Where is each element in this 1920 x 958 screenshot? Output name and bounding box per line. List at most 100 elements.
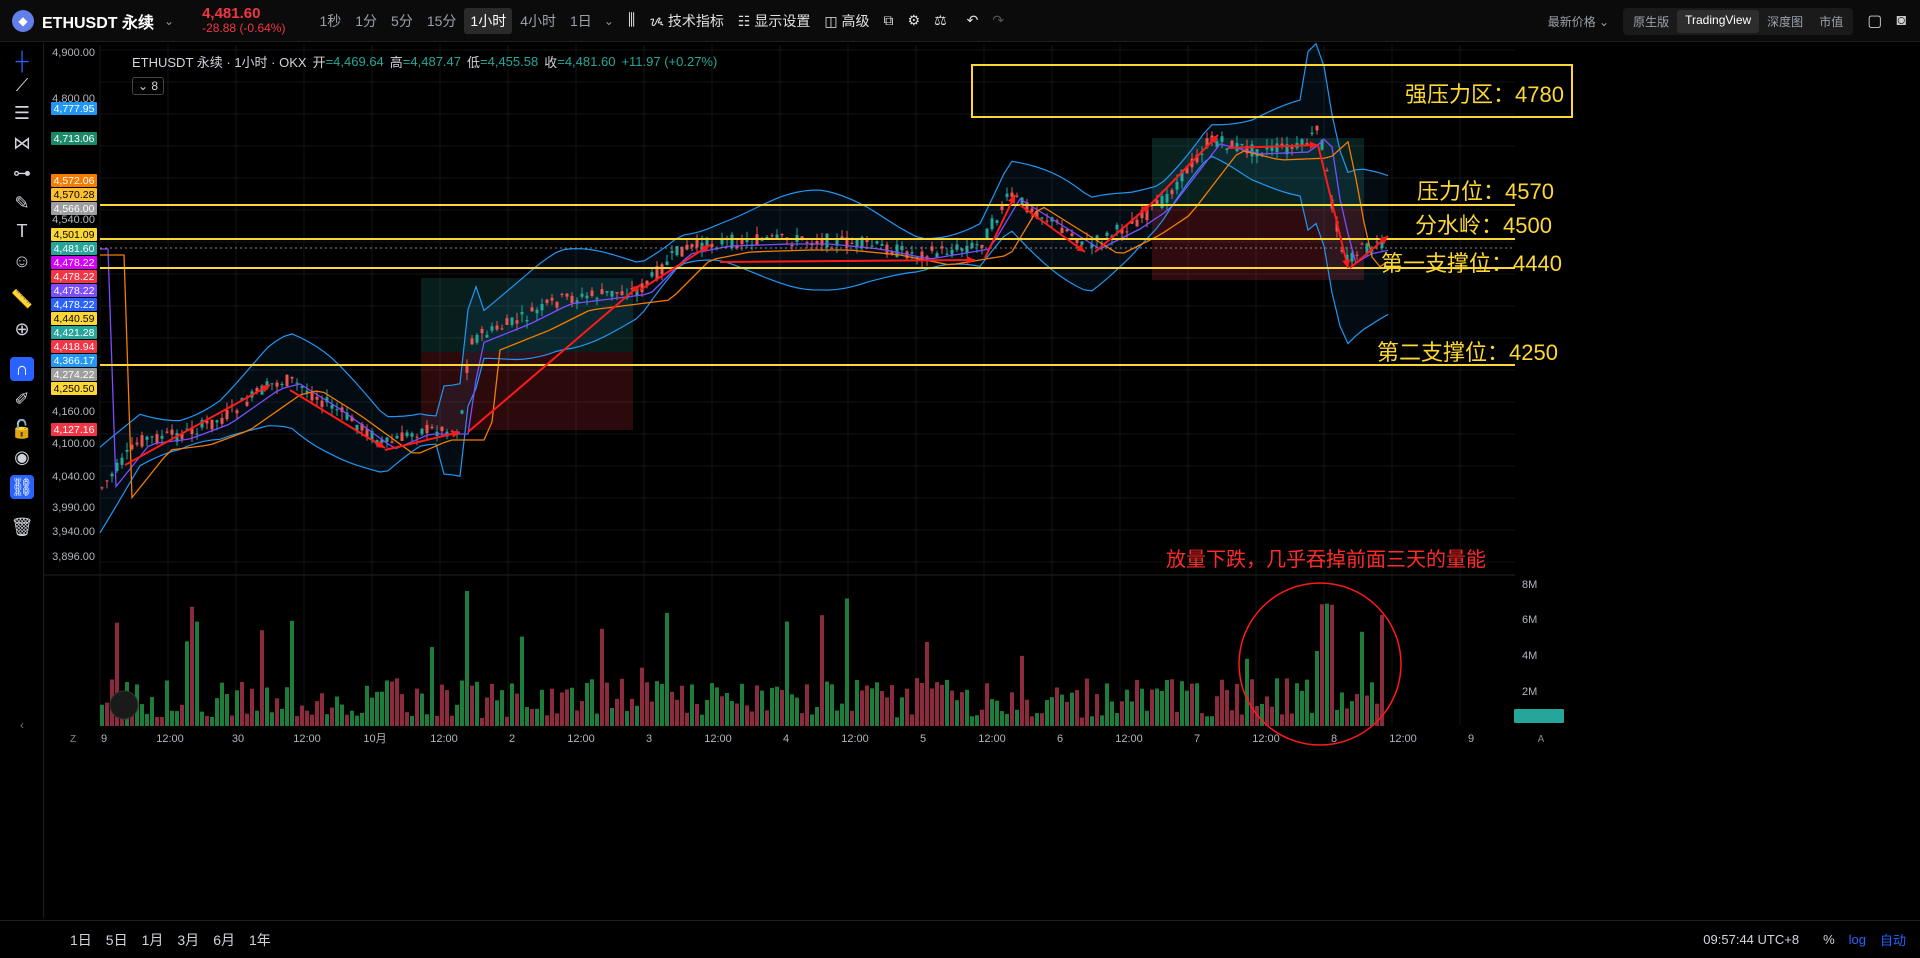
candle-body: [835, 238, 839, 246]
symbol-name[interactable]: ETHUSDT 永续: [42, 14, 155, 32]
horizontal-lines-icon[interactable]: ☰: [13, 103, 31, 123]
pattern-icon[interactable]: ⋈: [13, 133, 31, 153]
volume-bar: [210, 716, 214, 726]
candle-body: [1045, 220, 1049, 222]
volume-bar: [990, 699, 994, 726]
volume-bar: [1145, 710, 1149, 726]
timeframe-4[interactable]: 1小时: [464, 7, 513, 34]
trend-line-icon[interactable]: ⟋: [15, 75, 29, 95]
candle-body: [300, 386, 304, 388]
price-mode-select[interactable]: 最新价格 ⌄: [1547, 14, 1610, 29]
candle-body: [815, 241, 819, 244]
log-toggle[interactable]: log: [1848, 932, 1866, 947]
candle-body: [945, 253, 949, 255]
text-icon[interactable]: T: [16, 221, 28, 241]
auto-toggle[interactable]: 自动: [1879, 933, 1906, 948]
candle-body: [1345, 254, 1349, 261]
undo-icon[interactable]: ↶: [966, 12, 979, 28]
candle-body: [1115, 224, 1119, 230]
volume-bar: [430, 647, 434, 726]
time-axis-label: 7: [1194, 733, 1200, 745]
view-2[interactable]: 深度图: [1767, 14, 1804, 29]
lock-icon[interactable]: 🔓: [10, 419, 34, 439]
crosshair-icon[interactable]: ┼: [15, 51, 29, 71]
camera-icon[interactable]: ◙: [1896, 12, 1906, 29]
magnet-icon[interactable]: ∩: [10, 357, 34, 381]
drawing-toolbar: ┼ ⟋ ☰ ⋈ ⊶ ✎ T ☺ 📏 ⊕ ∩ ✐ 🔓 ◉ ⛓ 🗑 ‹: [0, 43, 44, 918]
range-buttons: 1日 5日 1月 3月 6月 1年: [70, 930, 271, 950]
price-tag-bg: [51, 256, 97, 269]
chart-tools: ⫼ ᝰ 技术指标 ☷ 显示设置 ◫ 高级 ⧉ ⚙ ⚖ ↶ ↷: [628, 11, 1004, 31]
volume-bar: [1195, 683, 1199, 726]
volume-bar: [915, 678, 919, 726]
collapse-icon[interactable]: ‹: [20, 718, 24, 732]
indicators-button[interactable]: ᝰ 技术指标: [649, 12, 724, 29]
timeframe-0[interactable]: 1秒: [319, 12, 342, 29]
ruler-icon[interactable]: 📏: [10, 289, 34, 309]
chevron-down-icon[interactable]: ⌄: [164, 13, 175, 28]
timeframe-5[interactable]: 4小时: [520, 12, 557, 29]
trend-arrows: [124, 134, 1389, 466]
candle-body: [1145, 209, 1149, 221]
candle-body: [240, 398, 244, 400]
trend-arrow-1: [289, 389, 386, 449]
candle-body: [665, 261, 669, 265]
range-2[interactable]: 1月: [141, 931, 164, 948]
emoji-icon[interactable]: ☺: [12, 251, 32, 271]
volume-bar: [1365, 695, 1369, 726]
zoom-in-icon[interactable]: ⊕: [14, 319, 30, 339]
view-1[interactable]: TradingView: [1677, 9, 1760, 33]
volume-bar: [905, 688, 909, 726]
candle-type-icon[interactable]: ⫼: [627, 11, 636, 29]
percent-toggle[interactable]: %: [1823, 932, 1835, 947]
trash-icon[interactable]: 🗑: [10, 517, 34, 537]
brush-icon[interactable]: ✎: [14, 193, 30, 213]
legend-change: +11.97 (+0.27%): [621, 54, 718, 69]
timeframe-6[interactable]: 1日: [570, 12, 592, 29]
volume-bar: [725, 693, 729, 726]
range-1[interactable]: 5日: [105, 931, 128, 948]
trend-arrow-9: [1149, 134, 1219, 206]
range-5[interactable]: 1年: [248, 931, 271, 948]
candle-body: [790, 244, 794, 247]
price-tag-bg: [51, 340, 97, 353]
volume-bar: [1375, 703, 1379, 726]
view-3[interactable]: 市值: [1819, 14, 1844, 29]
timeframe-1[interactable]: 1分: [355, 12, 378, 29]
volume-bar: [670, 691, 674, 726]
eye-icon[interactable]: ◉: [14, 447, 30, 467]
snapshot-icon[interactable]: ⧉: [883, 12, 894, 28]
volume-bar: [560, 692, 564, 726]
timeframe-2[interactable]: 5分: [391, 12, 413, 29]
fullscreen-icon[interactable]: ▢: [1867, 13, 1883, 30]
indicator-toggle[interactable]: ⌄ 8: [132, 77, 165, 95]
volume-bar: [635, 705, 639, 726]
range-3[interactable]: 3月: [177, 931, 200, 948]
volume-bar: [755, 685, 759, 726]
candle-body: [775, 234, 779, 238]
volume-bar: [675, 699, 679, 726]
display-settings-button[interactable]: ☷ 显示设置: [737, 12, 811, 29]
price-chart[interactable]: 强压力区：4780 压力位：4570 分水岭：4500 第一支撑位：4440 第二支撑位…: [0, 42, 1920, 920]
gear-icon[interactable]: ⚙: [907, 12, 921, 28]
timeframe-3[interactable]: 15分: [426, 12, 457, 29]
redo-icon[interactable]: ↷: [992, 12, 1005, 28]
time-axis-label: 12:00: [841, 733, 869, 745]
volume-bar: [415, 688, 419, 726]
view-0[interactable]: 原生版: [1633, 14, 1670, 29]
lock-draw-icon[interactable]: ✐: [14, 389, 30, 409]
price-tag-bg: [51, 298, 97, 311]
timeframe-more-icon[interactable]: ⌄: [603, 13, 614, 28]
range-4[interactable]: 6月: [213, 931, 235, 948]
advanced-button[interactable]: ◫ 高级: [824, 12, 870, 29]
scale-icon[interactable]: ⚖: [934, 12, 947, 28]
candle-body: [935, 253, 939, 258]
price-tag: 4,572.06: [54, 175, 95, 187]
candle-body: [1175, 181, 1179, 190]
fib-icon[interactable]: ⊶: [13, 163, 31, 183]
volume-bars: [100, 582, 1402, 746]
volume-bar: [700, 714, 704, 726]
range-0[interactable]: 1日: [70, 931, 92, 948]
volume-bar: [530, 708, 534, 726]
link-icon[interactable]: ⛓: [10, 475, 34, 499]
